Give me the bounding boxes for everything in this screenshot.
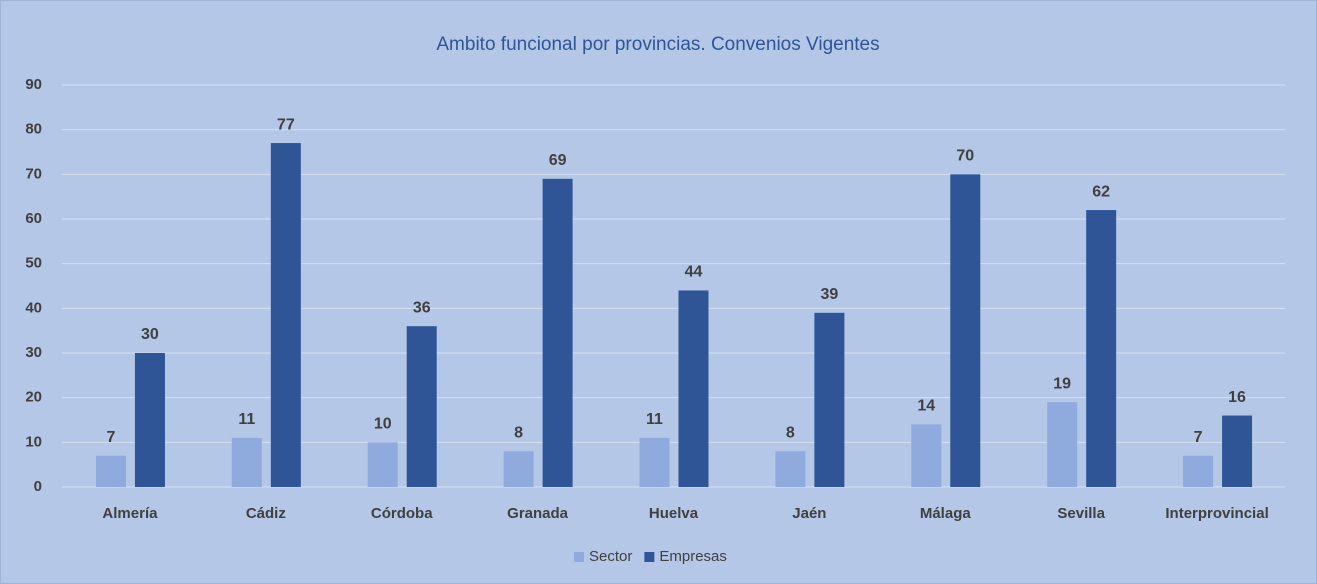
- bar: [134, 353, 165, 487]
- data-label: 70: [956, 148, 974, 165]
- bar: [1086, 210, 1117, 488]
- data-label: 7: [1194, 429, 1203, 446]
- data-label: 11: [238, 411, 255, 428]
- chart-title: Ambito funcional por provincias. Conveni…: [436, 34, 879, 55]
- legend-label: Sector: [589, 548, 632, 565]
- x-tick-label: Huelva: [649, 505, 699, 522]
- y-tick-label: 40: [25, 299, 42, 316]
- data-label: 11: [646, 411, 663, 428]
- bar: [1183, 455, 1214, 487]
- bar: [95, 455, 126, 487]
- bar: [911, 424, 942, 487]
- x-tick-label: Interprovincial: [1165, 505, 1268, 522]
- x-tick-label: Córdoba: [371, 505, 433, 522]
- legend-swatch: [574, 552, 584, 562]
- bar: [814, 312, 845, 487]
- data-label: 30: [141, 326, 159, 343]
- x-tick-label: Sevilla: [1057, 505, 1105, 522]
- y-tick-label: 20: [25, 389, 42, 406]
- bar: [367, 442, 398, 487]
- bar: [1222, 415, 1253, 487]
- bar: [775, 451, 806, 487]
- data-label: 8: [514, 424, 523, 441]
- data-label: 8: [786, 424, 795, 441]
- bar: [639, 437, 670, 487]
- y-tick-label: 50: [25, 255, 42, 272]
- y-tick-label: 90: [25, 76, 42, 93]
- bar: [503, 451, 534, 487]
- bar: [270, 143, 301, 488]
- data-label: 69: [549, 152, 567, 169]
- bar: [406, 326, 437, 487]
- data-label: 14: [917, 398, 935, 415]
- data-label: 19: [1053, 375, 1071, 392]
- x-tick-label: Granada: [507, 505, 569, 522]
- bar: [542, 178, 573, 488]
- x-tick-label: Cádiz: [246, 505, 286, 522]
- data-label: 36: [413, 299, 431, 316]
- y-tick-label: 80: [25, 121, 42, 138]
- data-label: 16: [1228, 389, 1246, 406]
- data-label: 7: [106, 429, 115, 446]
- y-tick-label: 0: [34, 478, 42, 495]
- x-tick-label: Almería: [102, 505, 158, 522]
- y-tick-label: 70: [25, 165, 42, 182]
- x-tick-label: Jaén: [792, 505, 826, 522]
- bar: [950, 174, 981, 488]
- data-label: 10: [374, 416, 392, 433]
- bar: [678, 290, 709, 487]
- legend-swatch: [644, 552, 655, 562]
- y-tick-label: 30: [25, 344, 42, 361]
- y-tick-label: 60: [25, 210, 42, 227]
- bar: [1047, 402, 1078, 487]
- legend-label: Empresas: [659, 548, 727, 565]
- data-label: 62: [1092, 183, 1110, 200]
- data-label: 39: [820, 286, 838, 303]
- y-tick-label: 10: [25, 433, 42, 450]
- data-label: 44: [685, 264, 703, 281]
- bar: [231, 437, 262, 487]
- data-label: 77: [277, 116, 295, 133]
- x-tick-label: Málaga: [920, 505, 972, 522]
